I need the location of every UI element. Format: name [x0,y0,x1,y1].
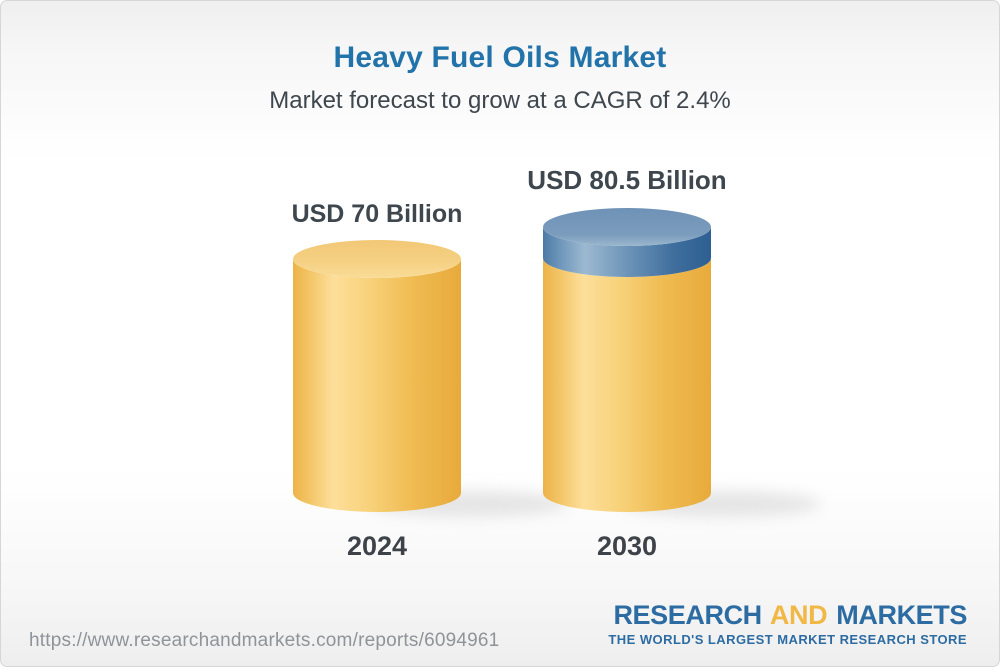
logo-tagline: THE WORLD'S LARGEST MARKET RESEARCH STOR… [608,632,967,647]
value-label-2030: USD 80.5 Billion [527,165,727,195]
report-url: https://www.researchandmarkets.com/repor… [29,630,500,651]
page-title: Heavy Fuel Oils Market [333,41,667,74]
logo-wordmark: RESEARCH AND MARKETS [608,602,967,629]
logo-word-markets: MARKETS [836,600,967,630]
bar-2024-cylinder [293,240,461,512]
bar-2030-top [543,208,711,246]
page-subtitle: Market forecast to grow at a CAGR of 2.4… [269,87,731,114]
bar-2030-growth-cap [543,227,711,277]
logo-word-and: AND [769,600,828,630]
value-label-2024: USD 70 Billion [291,200,463,228]
research-and-markets-logo: RESEARCH AND MARKETS THE WORLD'S LARGEST… [608,602,967,647]
bar-2030-base [543,258,711,512]
logo-word-research: RESEARCH [613,600,762,630]
category-label-2030: 2030 [596,531,658,561]
category-label-2024: 2024 [346,531,408,561]
bar-2030-cylinder [543,208,711,512]
